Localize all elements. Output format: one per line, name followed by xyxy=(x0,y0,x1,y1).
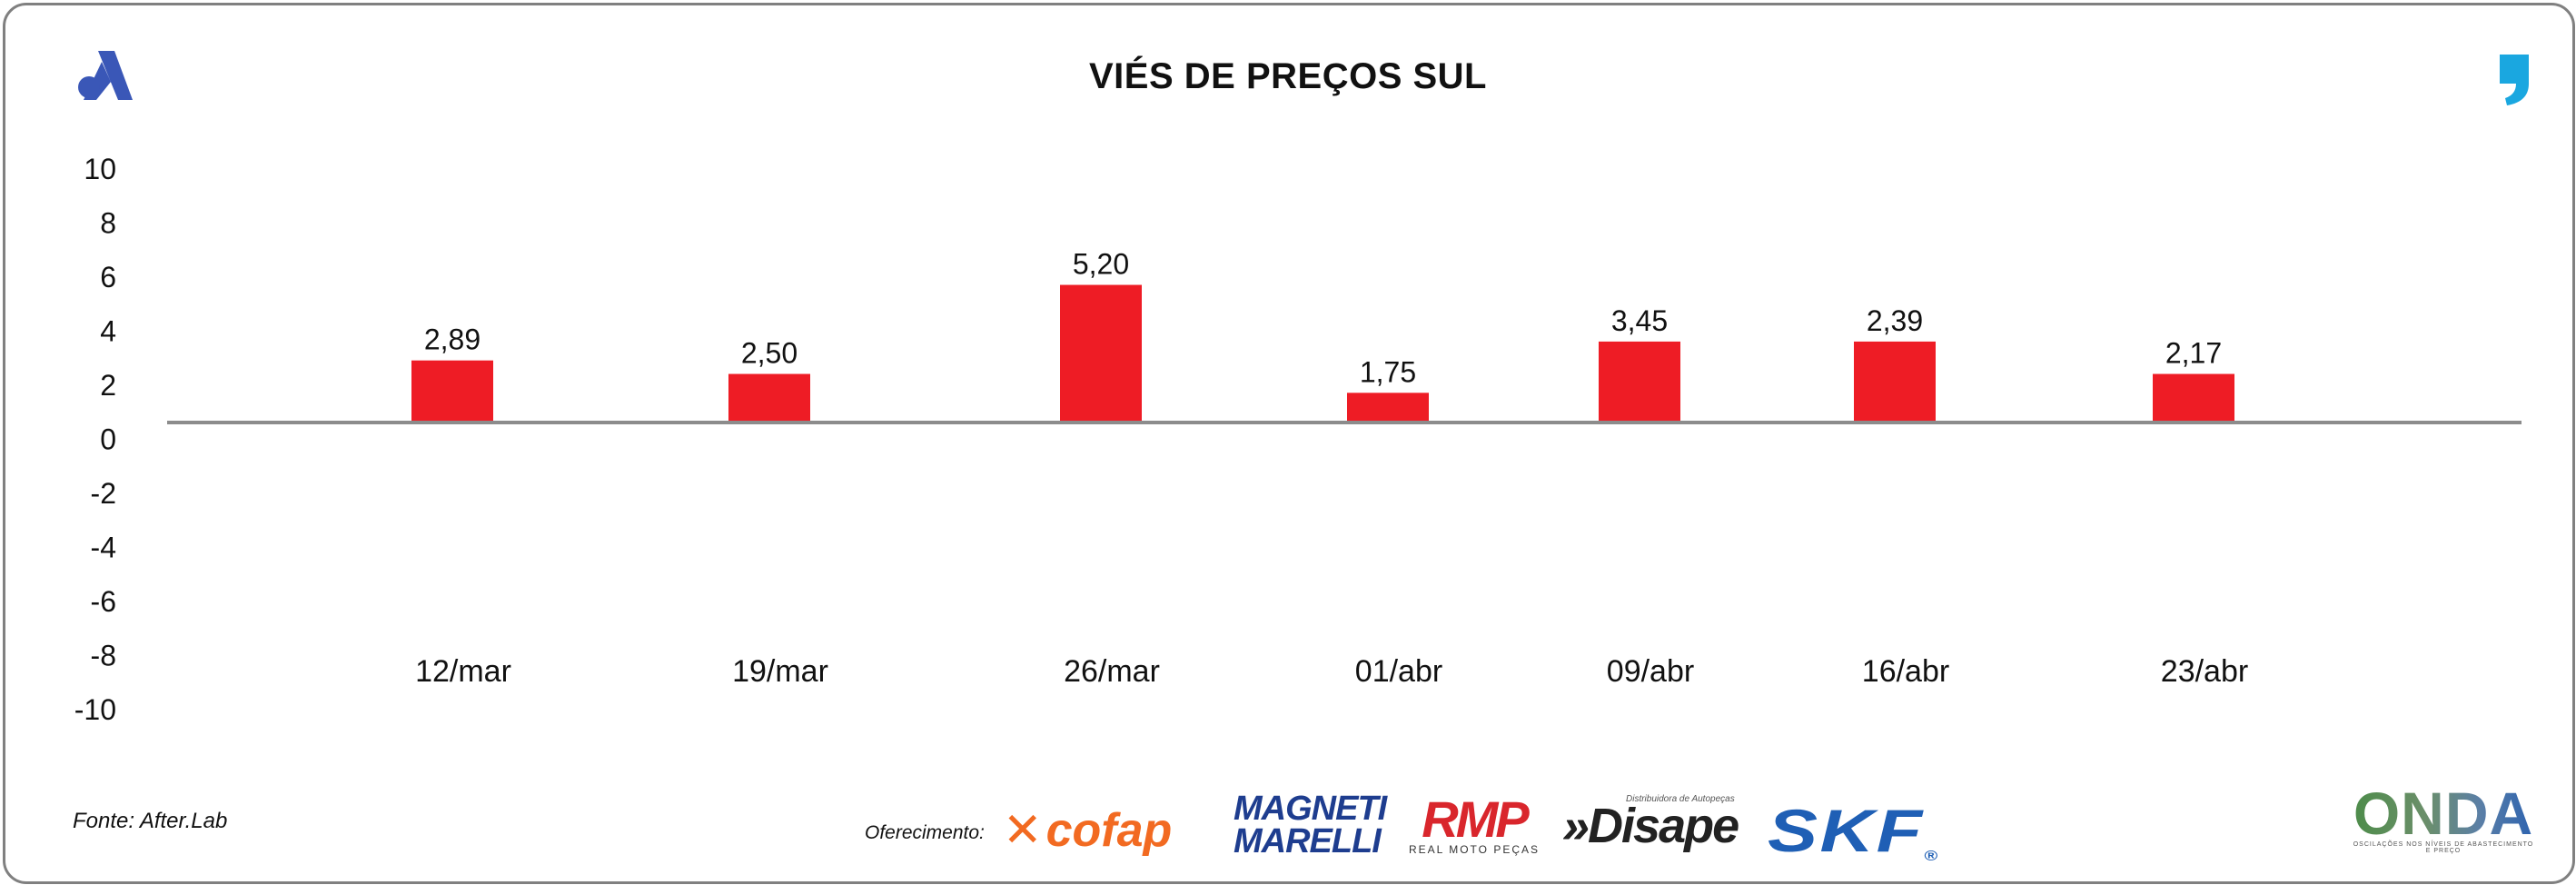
rmp-wordmark: RMP xyxy=(1422,791,1529,848)
y-tick-label: -6 xyxy=(91,585,116,618)
data-label: 3,45 xyxy=(1611,304,1668,337)
cofap-logo: ✕cofap xyxy=(1003,803,1172,858)
bars xyxy=(411,284,2234,423)
bar-12-mar xyxy=(411,360,493,423)
data-label: 2,89 xyxy=(424,323,481,356)
bar-09-abr xyxy=(1599,341,1680,423)
y-tick-label: -4 xyxy=(91,532,116,564)
quote-mark-icon xyxy=(2500,55,2529,105)
y-tick-label: 8 xyxy=(100,207,116,240)
y-tick-label: 2 xyxy=(100,369,116,402)
x-category-label: 16/abr xyxy=(1862,654,1949,689)
x-category-label: 09/abr xyxy=(1607,654,1694,689)
x-category-label: 19/mar xyxy=(732,654,828,689)
cofap-wordmark: cofap xyxy=(1045,804,1173,857)
x-category-label: 23/abr xyxy=(2161,654,2248,689)
data-label: 2,17 xyxy=(2165,337,2222,370)
bar-01-abr xyxy=(1347,393,1429,423)
data-labels: 2,89 2,50 5,20 1,75 3,45 2,39 2,17 xyxy=(424,248,2222,389)
magneti-marelli-logo: MAGNETI MARELLI xyxy=(1234,790,1387,860)
bar-19-mar xyxy=(728,373,810,423)
chart-frame xyxy=(3,3,2575,884)
bar-23-abr xyxy=(2153,373,2234,423)
x-category-label: 01/abr xyxy=(1355,654,1442,689)
disape-wordmark: »Disape xyxy=(1562,799,1739,853)
sponsor-label: Oferecimento: xyxy=(865,822,985,843)
rmp-logo: RMP REAL MOTO PEÇAS xyxy=(1406,791,1542,857)
bar-16-abr xyxy=(1854,341,1936,423)
registered-icon: ® xyxy=(1924,849,1940,864)
y-axis-ticks: 10 8 6 4 2 0 -2 -4 -6 -8 -10 xyxy=(74,153,116,726)
y-tick-label: 0 xyxy=(100,423,116,456)
x-category-label: 12/mar xyxy=(415,654,511,689)
disape-logo: Distribuidora de Autopeças »Disape xyxy=(1562,794,1739,854)
y-tick-label: 10 xyxy=(84,153,116,185)
y-tick-label: -10 xyxy=(74,693,116,726)
source-note: Fonte: After.Lab xyxy=(73,809,228,833)
a-logo-icon xyxy=(78,51,133,100)
x-category-label: 26/mar xyxy=(1064,654,1160,689)
disape-tagline: Distribuidora de Autopeças xyxy=(1626,794,1735,804)
skf-logo: SKF® xyxy=(1768,796,1940,865)
magneti-line2: MARELLI xyxy=(1234,822,1382,860)
cofap-x-icon: ✕ xyxy=(1003,804,1043,857)
y-tick-label: -8 xyxy=(91,640,116,672)
magneti-line1: MAGNETI xyxy=(1234,790,1387,828)
x-axis-labels: 12/mar 19/mar 26/mar 01/abr 09/abr 16/abr 23/a… xyxy=(415,654,2248,689)
y-tick-label: -2 xyxy=(91,477,116,510)
onda-logo: ONDA OSCILAÇÕES NOS NÍVEIS DE ABASTECIME… xyxy=(2353,780,2534,854)
chart-title: VIÉS DE PREÇOS SUL xyxy=(1089,56,1487,96)
skf-wordmark: SKF xyxy=(1768,797,1925,864)
data-label: 1,75 xyxy=(1360,355,1416,388)
rmp-subtitle: REAL MOTO PEÇAS xyxy=(1408,843,1541,856)
y-tick-label: 4 xyxy=(100,315,116,348)
data-label: 2,39 xyxy=(1867,304,1923,337)
onda-subtitle: OSCILAÇÕES NOS NÍVEIS DE ABASTECIMENTO E… xyxy=(2353,841,2534,854)
data-label: 5,20 xyxy=(1073,248,1129,281)
data-label: 2,50 xyxy=(741,337,798,370)
y-tick-label: 6 xyxy=(100,261,116,293)
onda-wordmark: ONDA xyxy=(2353,780,2534,847)
bar-26-mar xyxy=(1060,284,1142,423)
